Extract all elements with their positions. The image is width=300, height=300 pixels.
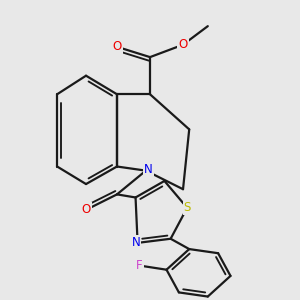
Text: N: N bbox=[132, 236, 140, 249]
Text: F: F bbox=[136, 259, 143, 272]
Text: S: S bbox=[184, 201, 191, 214]
Text: O: O bbox=[178, 38, 188, 51]
Text: O: O bbox=[81, 203, 91, 216]
Text: N: N bbox=[144, 163, 153, 176]
Text: O: O bbox=[112, 40, 122, 53]
